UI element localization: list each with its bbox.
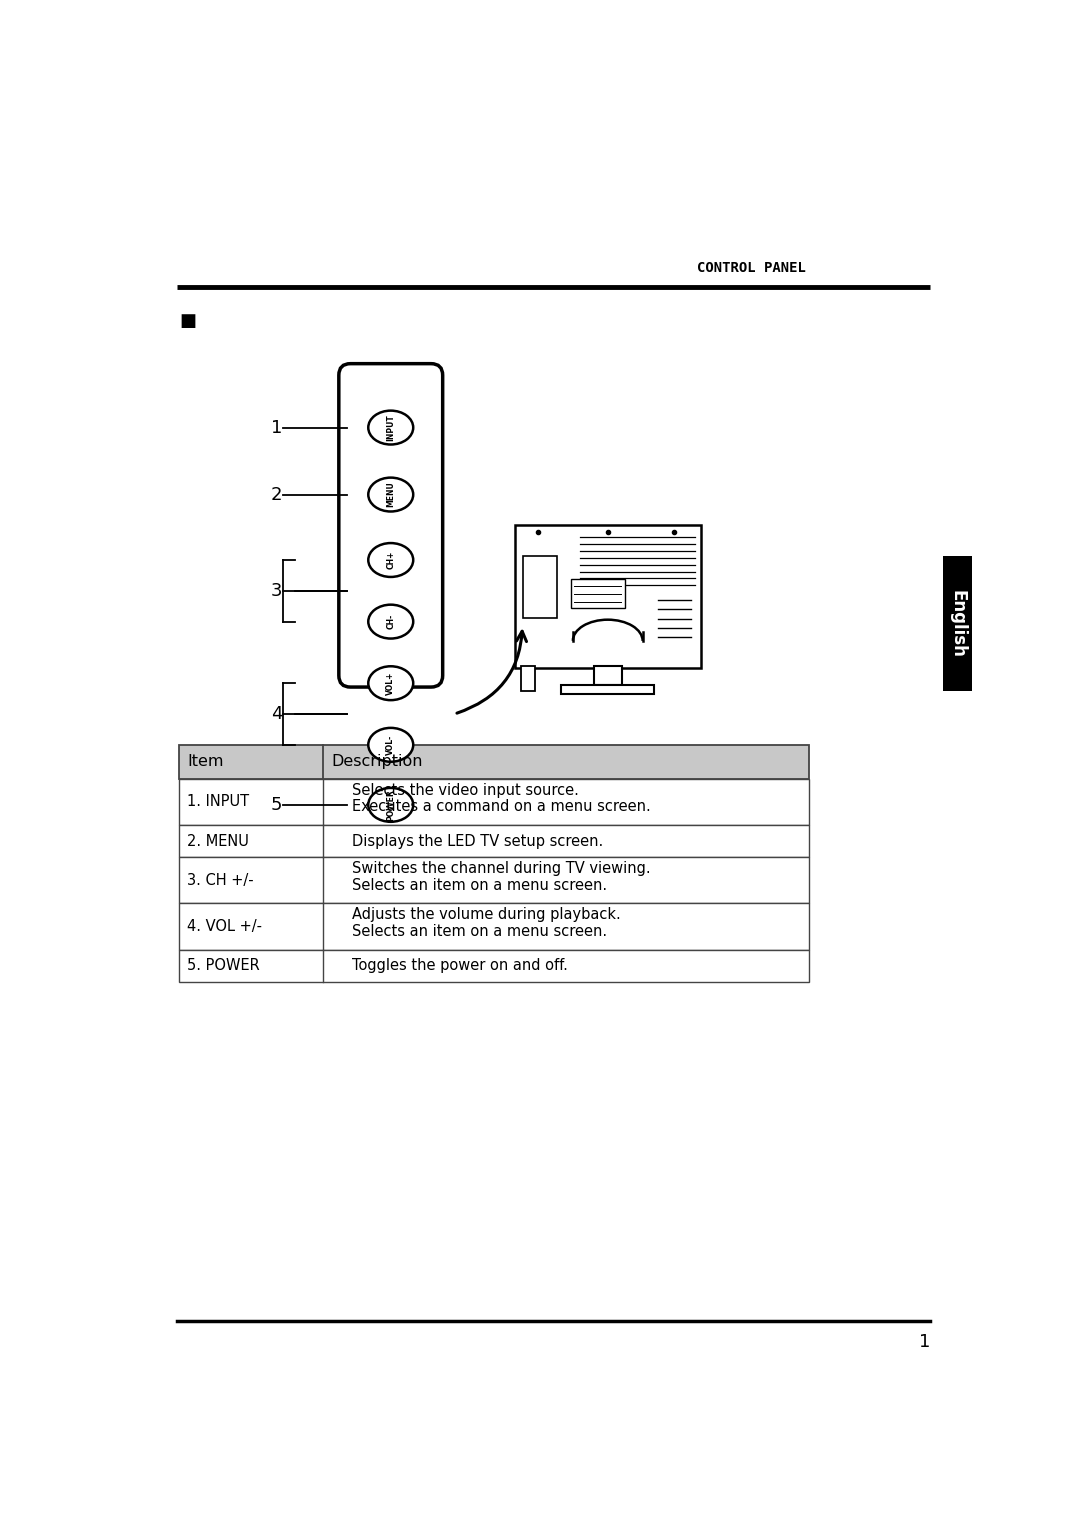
Bar [594,667,622,685]
Bar [943,557,972,691]
Text: ■: ■ [179,312,197,330]
Text: 2: 2 [271,486,282,503]
Bar [179,824,809,858]
Text: Switches the channel during TV viewing.: Switches the channel during TV viewing. [352,861,650,876]
Ellipse shape [368,604,414,639]
Text: VOL+: VOL+ [387,671,395,694]
Text: Selects an item on a menu screen.: Selects an item on a menu screen. [352,878,607,893]
Bar [179,950,809,982]
Text: 3: 3 [271,583,282,599]
Text: Description: Description [332,754,423,769]
Text: 3. CH +/-: 3. CH +/- [187,873,254,888]
Text: 2. MENU: 2. MENU [187,833,248,849]
Bar [523,557,557,618]
Text: Item: Item [187,754,224,769]
Text: CONTROL PANEL: CONTROL PANEL [697,261,806,275]
Text: Selects the video input source.: Selects the video input source. [352,783,579,798]
Text: CH-: CH- [387,615,395,630]
Ellipse shape [368,543,414,576]
FancyBboxPatch shape [339,364,443,687]
Text: POWER: POWER [387,789,395,821]
Text: Executes a command on a menu screen.: Executes a command on a menu screen. [352,800,651,815]
Bar [179,778,809,824]
Bar [570,578,625,609]
Text: 1: 1 [271,419,282,437]
Ellipse shape [368,787,414,821]
Text: 5. POWER: 5. POWER [187,959,259,974]
Text: Selects an item on a menu screen.: Selects an item on a menu screen. [352,924,607,939]
Text: 1: 1 [919,1333,930,1352]
Ellipse shape [368,411,414,445]
Bar [515,526,701,668]
Text: MENU: MENU [387,482,395,508]
Text: 4. VOL +/-: 4. VOL +/- [187,919,262,934]
Text: Adjusts the volume during playback.: Adjusts the volume during playback. [352,908,621,922]
Bar [562,685,654,694]
Text: 4: 4 [271,705,282,723]
Text: VOL-: VOL- [387,735,395,755]
Ellipse shape [368,477,414,512]
Bar [179,858,809,904]
Bar [521,667,535,691]
Text: Toggles the power on and off.: Toggles the power on and off. [352,959,568,974]
Text: 1. INPUT: 1. INPUT [187,794,249,809]
Text: Displays the LED TV setup screen.: Displays the LED TV setup screen. [352,833,604,849]
Text: INPUT: INPUT [387,414,395,440]
Text: English: English [948,590,967,657]
Ellipse shape [368,728,414,761]
FancyArrowPatch shape [457,631,526,713]
Ellipse shape [368,667,414,700]
Bar [179,745,809,778]
Text: CH+: CH+ [387,550,395,569]
Bar [179,904,809,950]
Text: 5: 5 [271,797,282,813]
